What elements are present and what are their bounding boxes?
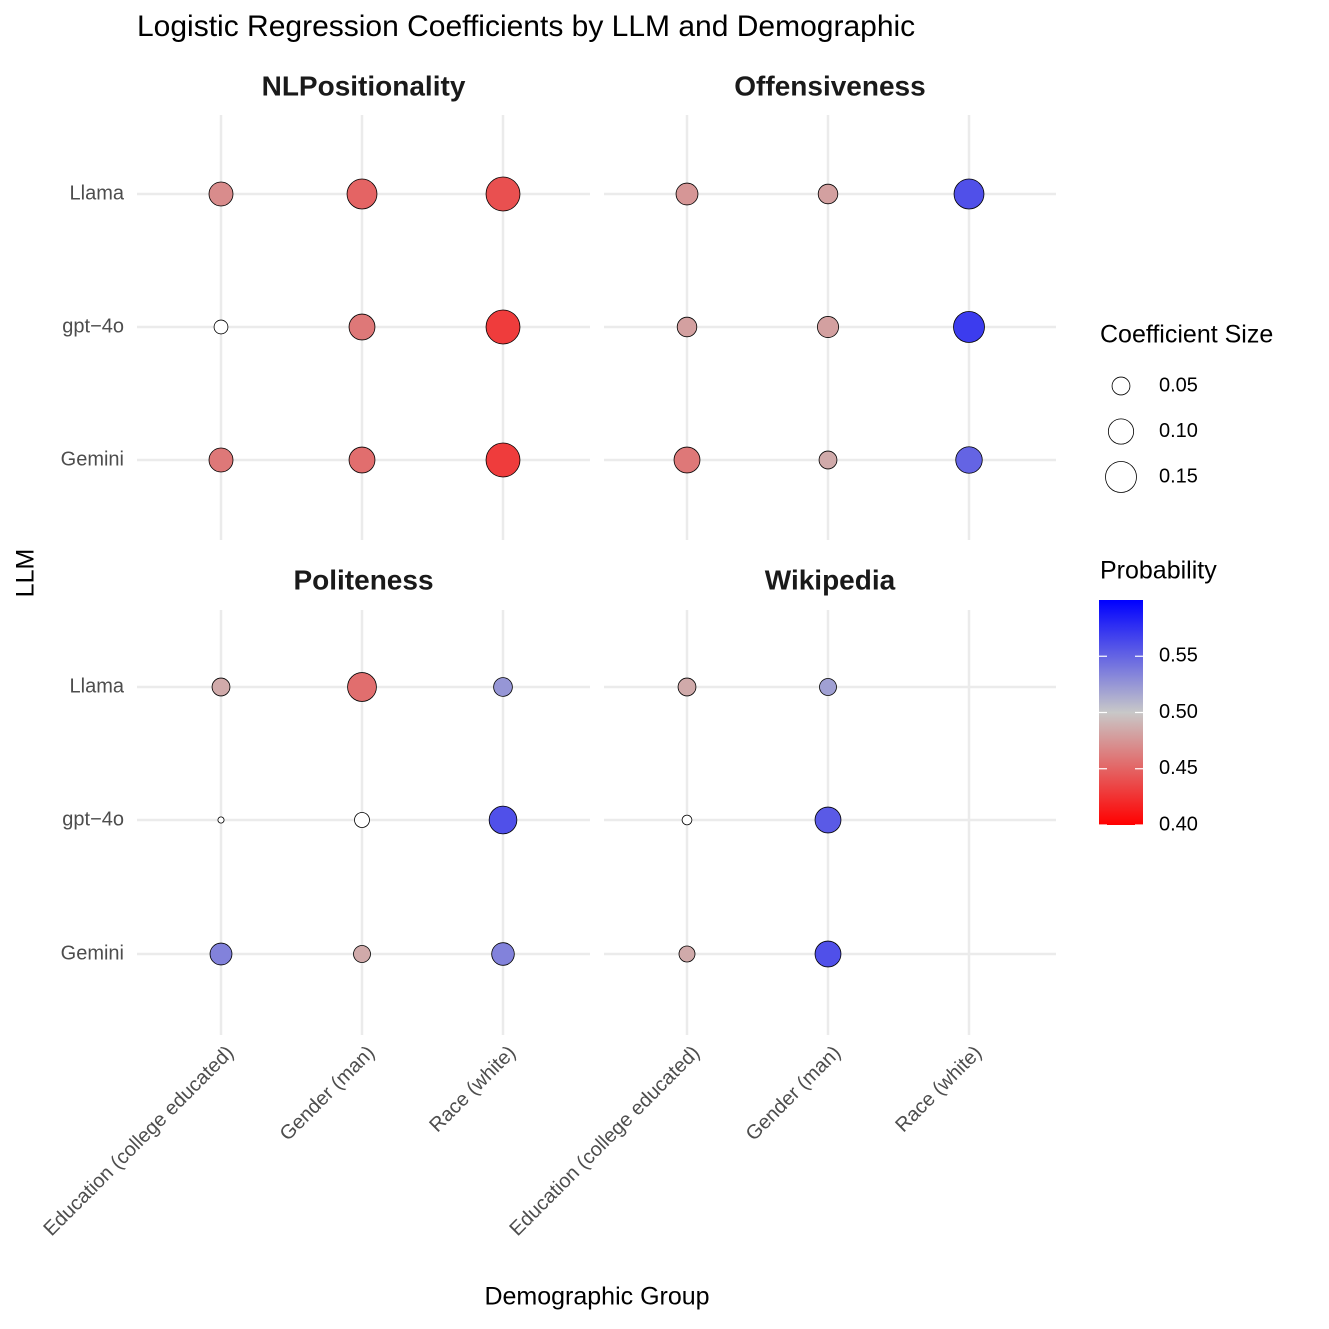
bubble (673, 446, 701, 474)
bubble (485, 176, 521, 212)
bubble (485, 442, 521, 478)
panel-title: Politeness (293, 564, 433, 595)
bubble (211, 677, 231, 697)
legend-key (1107, 418, 1135, 445)
x-tick-label: Race (white) (891, 1042, 986, 1137)
bubble (953, 311, 985, 343)
bubble (491, 942, 515, 966)
legend-title: Probability (1100, 557, 1217, 585)
y-tick-label: Llama (70, 182, 125, 204)
legend-label: 0.50 (1159, 701, 1198, 723)
y-axis-title: LLM (12, 549, 40, 598)
bubble (348, 313, 376, 341)
legend-label: 0.40 (1159, 813, 1198, 835)
bubble (676, 316, 698, 338)
x-tick-label: Education (college educated) (40, 1042, 239, 1241)
bubble (681, 814, 693, 826)
y-tick-label: gpt−4o (62, 808, 124, 830)
bubble (354, 812, 370, 828)
bubble (814, 806, 842, 834)
bubble (675, 182, 699, 206)
bubble (817, 316, 839, 338)
legend-label: 0.15 (1159, 465, 1198, 487)
legend-key (1111, 376, 1131, 396)
bubble (213, 319, 229, 335)
bubble (814, 940, 842, 968)
panel-title: NLPositionality (262, 70, 466, 101)
bubble (817, 183, 839, 205)
legend-label: 0.55 (1159, 645, 1198, 667)
y-tick-label: gpt−4o (62, 315, 124, 337)
legend-label: 0.10 (1159, 420, 1198, 442)
bubble (348, 446, 376, 474)
bubble (208, 181, 234, 207)
chart-title: Logistic Regression Coefficients by LLM … (137, 10, 915, 43)
legend-label: 0.05 (1159, 374, 1198, 396)
y-tick-label: Llama (70, 675, 125, 697)
legend-title: Coefficient Size (1100, 321, 1273, 349)
legend-key (1105, 461, 1137, 493)
y-tick-label: Gemini (61, 942, 124, 964)
bubble (347, 672, 377, 702)
y-tick-label: Gemini (61, 448, 124, 470)
bubble (818, 450, 838, 470)
bubble (953, 178, 985, 210)
bubble (485, 309, 521, 345)
x-tick-label: Education (college educated) (506, 1042, 705, 1241)
bubble (819, 678, 837, 696)
bubble (209, 942, 233, 966)
bubble (493, 677, 513, 697)
bubble (677, 677, 697, 697)
bubble (346, 178, 378, 210)
bubble (955, 446, 983, 474)
x-axis-title: Demographic Group (484, 1283, 709, 1311)
x-tick-label: Gender (man) (276, 1042, 380, 1146)
bubble (353, 945, 371, 963)
bubble (678, 945, 696, 963)
x-tick-label: Race (white) (425, 1042, 520, 1137)
panel-title: Offensiveness (734, 70, 925, 101)
bubble (217, 816, 225, 824)
x-tick-label: Gender (man) (742, 1042, 846, 1146)
panel-title: Wikipedia (765, 564, 896, 595)
bubble (208, 447, 234, 473)
bubble (488, 805, 518, 835)
legend-label: 0.45 (1159, 757, 1198, 779)
